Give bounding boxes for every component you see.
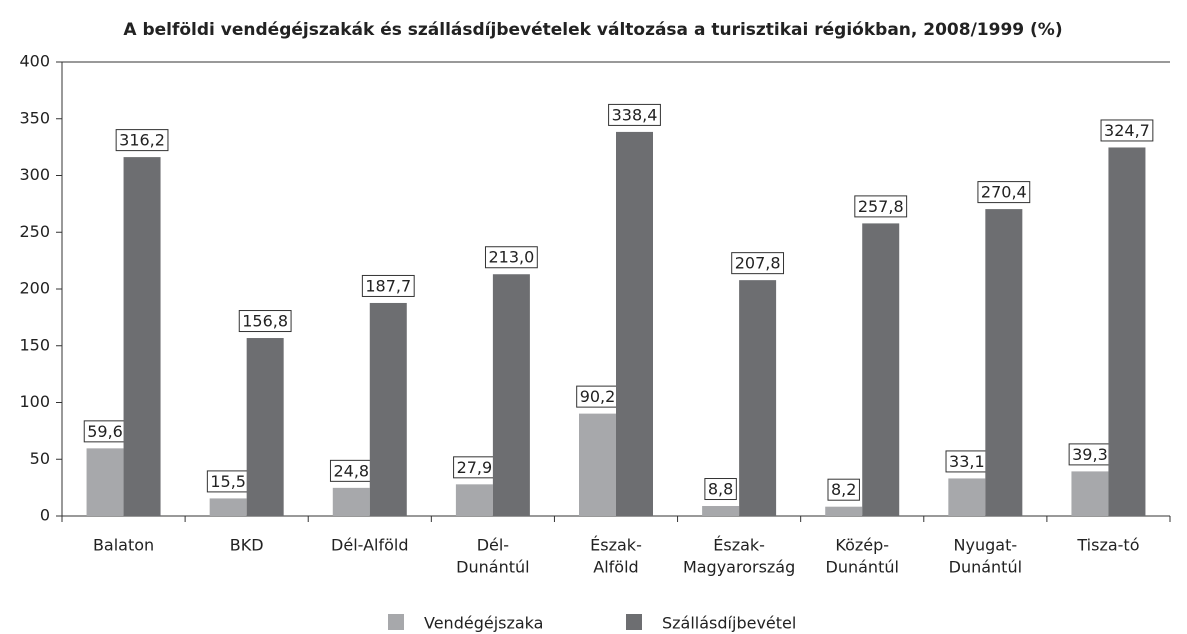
bar <box>1108 147 1146 516</box>
value-label: 257,8 <box>858 197 904 216</box>
value-label-box <box>115 129 169 152</box>
bar <box>332 487 370 516</box>
y-tick-label: 350 <box>19 108 50 127</box>
value-label: 156,8 <box>242 312 288 331</box>
value-label: 8,2 <box>831 480 856 499</box>
x-tick-label: Nyugat- <box>954 536 1018 555</box>
x-tick-label: Dél- <box>477 536 509 555</box>
value-label: 213,0 <box>488 248 534 267</box>
value-label-box <box>1100 119 1154 142</box>
bar <box>369 302 407 516</box>
x-tick-label: BKD <box>230 536 264 555</box>
legend-label: Szállásdíjbevétel <box>662 614 796 633</box>
bar <box>86 448 124 516</box>
value-label: 338,4 <box>612 105 658 124</box>
bar <box>455 484 493 516</box>
value-label: 59,6 <box>87 422 123 441</box>
bar <box>739 280 777 516</box>
value-label-box <box>977 181 1031 204</box>
value-label-box <box>484 246 538 269</box>
y-tick-label: 400 <box>19 52 50 71</box>
value-label: 316,2 <box>119 131 165 150</box>
value-label-box <box>731 252 785 275</box>
y-tick-label: 300 <box>19 165 50 184</box>
x-tick-label: Dunántúl <box>826 558 899 577</box>
x-tick-label: Dunántúl <box>949 558 1022 577</box>
x-tick-label: Dél-Alföld <box>331 536 408 555</box>
value-label-box <box>238 310 292 333</box>
value-label: 90,2 <box>580 387 616 406</box>
y-tick-label: 100 <box>19 392 50 411</box>
value-label: 15,5 <box>210 472 246 491</box>
value-label: 8,8 <box>708 480 733 499</box>
chart-title: A belföldi vendégéjszakák és szállásdíjb… <box>123 20 1062 40</box>
x-tick-label: Magyarország <box>683 558 795 577</box>
value-label: 27,9 <box>457 458 493 477</box>
value-label: 324,7 <box>1104 121 1150 140</box>
x-tick-label: Alföld <box>593 558 638 577</box>
value-label: 207,8 <box>735 254 781 273</box>
value-label-box <box>608 103 661 126</box>
value-label-box <box>704 478 737 501</box>
x-tick-label: Közép- <box>835 536 889 555</box>
legend-label: Vendégéjszaka <box>424 614 543 633</box>
x-tick-label: Balaton <box>93 536 154 555</box>
bar <box>702 506 740 516</box>
bar <box>616 131 653 516</box>
x-tick-label: Dunántúl <box>456 558 529 577</box>
y-tick-label: 150 <box>19 335 50 354</box>
bar <box>246 338 284 516</box>
y-tick-label: 50 <box>30 449 50 468</box>
bar <box>579 413 616 516</box>
bar <box>862 223 900 516</box>
value-label: 187,7 <box>365 276 411 295</box>
x-tick-label: Észak- <box>713 536 765 555</box>
y-tick-label: 250 <box>19 222 50 241</box>
value-label: 39,3 <box>1072 445 1108 464</box>
value-label: 24,8 <box>333 461 369 480</box>
value-label-box <box>854 195 908 218</box>
value-label-box <box>361 274 415 297</box>
legend-swatch <box>626 614 642 630</box>
y-tick-label: 0 <box>40 506 50 525</box>
bar <box>123 157 161 516</box>
y-tick-label: 200 <box>19 279 50 298</box>
bar <box>209 498 247 516</box>
legend-swatch <box>388 614 404 630</box>
bar <box>825 506 863 516</box>
x-tick-label: Tisza-tó <box>1076 536 1139 555</box>
value-label-box <box>827 478 860 501</box>
bar <box>948 478 986 516</box>
bar <box>1071 471 1109 516</box>
bar <box>985 209 1023 516</box>
x-tick-label: Észak- <box>590 536 642 555</box>
value-label: 270,4 <box>981 183 1027 202</box>
value-label: 33,1 <box>949 452 985 471</box>
bar <box>492 274 530 516</box>
